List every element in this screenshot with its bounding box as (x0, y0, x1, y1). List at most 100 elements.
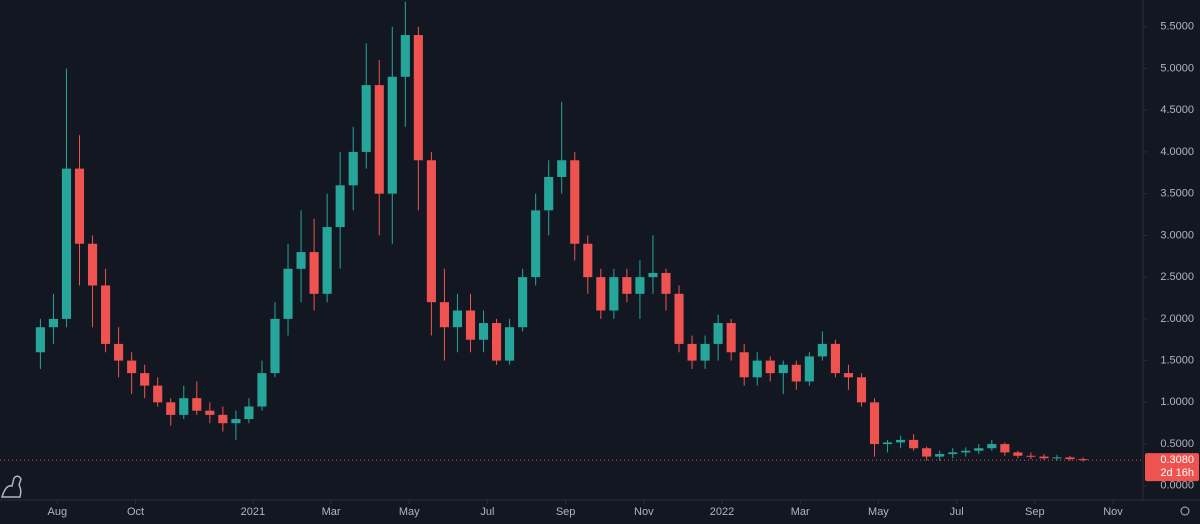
y-tick-label: 1.5000 (1160, 355, 1194, 367)
candle-body (400, 35, 410, 77)
y-tick-label: 5.0000 (1160, 62, 1194, 74)
candle-body (713, 323, 723, 344)
y-tick-label: 0.0000 (1160, 480, 1194, 492)
candle-body (974, 448, 984, 451)
logo-shape (0, 475, 22, 498)
candle-body (791, 364, 801, 382)
candle-body (596, 277, 606, 311)
settings-icon[interactable] (1180, 506, 1190, 516)
candle-body (74, 168, 85, 244)
candle-body (1039, 456, 1049, 459)
settings-gear[interactable] (1180, 506, 1190, 516)
x-tick-label: Mar (322, 506, 341, 518)
y-tick-label: 4.5000 (1160, 104, 1194, 116)
last-price-label: 0.3080 (1160, 454, 1194, 466)
candle-body (804, 356, 814, 382)
candle-body (270, 318, 280, 374)
candle-body (609, 277, 619, 311)
candle-body (896, 439, 906, 443)
candle-body (687, 343, 697, 361)
candle-body (322, 227, 332, 294)
candle-body (48, 318, 58, 328)
x-tick-label: Sep (556, 506, 576, 518)
candle-body (961, 450, 971, 453)
candle-body (648, 272, 658, 278)
candle-body (531, 210, 541, 278)
candle-body (140, 373, 150, 386)
x-tick-label: 2022 (710, 506, 734, 518)
candle-body (413, 35, 423, 161)
candle-body (909, 439, 919, 449)
candle-body (257, 373, 267, 407)
x-tick-label: 2021 (241, 506, 265, 518)
x-tick-label: Jul (480, 506, 494, 518)
candle-body (869, 402, 880, 445)
candle-body (570, 160, 580, 244)
y-tick-label: 4.0000 (1160, 146, 1194, 158)
candle-body (218, 414, 228, 424)
logo (0, 475, 22, 498)
candle-body (179, 398, 189, 415)
x-tick-label: May (399, 506, 420, 518)
candle-body (987, 444, 997, 449)
y-tick-label: 0.5000 (1160, 438, 1194, 450)
candle-body (1013, 452, 1023, 456)
candle-body (192, 398, 202, 411)
x-tick-label: Jul (950, 506, 964, 518)
candle-body (843, 373, 854, 378)
candle-body (101, 285, 111, 344)
countdown-label: 2d 16h (1160, 467, 1194, 479)
y-tick-label: 2.0000 (1160, 313, 1194, 325)
candle-body (61, 168, 72, 319)
candle-body (491, 323, 502, 361)
candle-body (557, 160, 567, 177)
candle-body (283, 268, 293, 319)
candle-body (518, 277, 528, 328)
x-tick-label: Oct (127, 506, 144, 518)
candle-body (309, 252, 319, 294)
x-tick-label: Nov (634, 506, 654, 518)
candle-body (778, 364, 788, 374)
candle-body (335, 185, 345, 228)
y-tick-label: 3.0000 (1160, 229, 1194, 241)
candle-body (948, 452, 958, 455)
last-price-tag (1145, 453, 1199, 482)
candle-body (478, 323, 489, 340)
y-tick-label: 1.0000 (1160, 396, 1194, 408)
x-tick-label: Mar (791, 506, 810, 518)
candle-body (661, 272, 671, 294)
x-tick-label: May (868, 506, 889, 518)
y-tick-label: 5.5000 (1160, 21, 1194, 33)
candle-body (387, 76, 397, 194)
x-tick-label: Aug (48, 506, 68, 518)
candle-body (361, 85, 371, 152)
candle-body (87, 243, 98, 286)
candle-body (765, 360, 775, 374)
candle-body (726, 323, 736, 353)
candle-body (635, 277, 645, 294)
candle-body (739, 352, 749, 378)
candle-body (1052, 457, 1062, 459)
candle-body (465, 310, 476, 340)
candle-body (700, 343, 710, 361)
candle-body (1000, 444, 1010, 453)
candle-body (426, 160, 436, 303)
candle-body (1026, 455, 1036, 457)
candle-body (127, 360, 137, 374)
candle-body (296, 252, 306, 269)
candle-body (348, 151, 358, 186)
candle-body (114, 343, 124, 361)
candle-body (153, 385, 163, 403)
x-tick-label: Sep (1025, 506, 1045, 518)
candle-body (674, 293, 684, 344)
candle-body (205, 410, 215, 415)
y-tick-label: 2.5000 (1160, 271, 1194, 283)
candle-body (583, 243, 593, 278)
candle-body (166, 402, 176, 415)
x-tick-label: Nov (1103, 506, 1123, 518)
candle-body (244, 406, 254, 420)
candle-body (935, 454, 945, 457)
